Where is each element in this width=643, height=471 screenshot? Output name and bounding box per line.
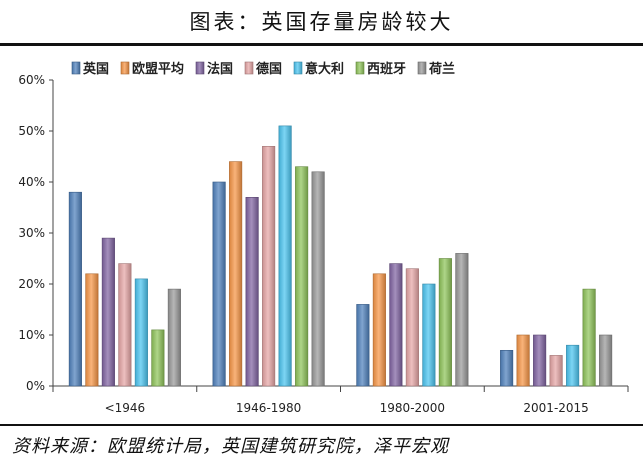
- bar: [245, 197, 259, 387]
- bar: [85, 273, 99, 387]
- title-divider: [0, 43, 643, 46]
- bar: [356, 304, 370, 387]
- bar: [278, 125, 292, 387]
- bar: [134, 278, 148, 387]
- y-tick-label: 30%: [18, 226, 45, 240]
- bar: [533, 334, 547, 387]
- bar: [516, 334, 530, 387]
- bar: [262, 146, 276, 387]
- bar: [229, 161, 243, 387]
- bar: [422, 283, 436, 387]
- x-tick-label: 1980-2000: [380, 401, 445, 415]
- x-tick-label: <1946: [105, 401, 146, 415]
- bottom-divider: [0, 424, 643, 426]
- bar: [599, 334, 613, 387]
- legend-label: 荷兰: [428, 61, 455, 77]
- x-tick-label: 2001-2015: [523, 401, 588, 415]
- y-tick-label: 60%: [18, 73, 45, 87]
- bar: [167, 288, 181, 387]
- legend-label: 西班牙: [367, 61, 406, 77]
- legend-swatch: [355, 61, 365, 75]
- legend-swatch: [195, 61, 205, 75]
- y-tick-label: 40%: [18, 175, 45, 189]
- x-tick-label: 1946-1980: [236, 401, 301, 415]
- y-tick-label: 50%: [18, 124, 45, 138]
- legend-label: 德国: [256, 61, 282, 77]
- legend-label: 欧盟平均: [132, 61, 184, 77]
- bar: [212, 181, 226, 387]
- legend-swatch: [417, 61, 427, 75]
- bar: [549, 355, 563, 387]
- legend-swatch: [120, 61, 130, 75]
- bar: [118, 263, 132, 387]
- y-tick-label: 10%: [18, 328, 45, 342]
- bar: [438, 258, 452, 387]
- bar: [295, 166, 309, 387]
- legend-swatch: [244, 61, 254, 75]
- bar-chart: 0% 10% 20% 30% 40% 50% 60% <1946 1946-1980 1980-2…: [18, 61, 629, 415]
- bar: [455, 253, 469, 387]
- bar: [389, 263, 403, 387]
- bar: [68, 191, 82, 387]
- legend-label: 法国: [207, 61, 233, 77]
- y-tick-label: 20%: [18, 277, 45, 291]
- bar: [582, 288, 596, 387]
- source-note: 资料来源：欧盟统计局，英国建筑研究院，泽平宏观: [12, 436, 449, 457]
- figure-title: 图表：英国存量房龄较大: [189, 10, 454, 34]
- bar: [566, 344, 580, 387]
- y-tick-label: 0%: [26, 379, 45, 393]
- legend-swatch: [293, 61, 303, 75]
- legend-label: 意大利: [305, 61, 344, 77]
- bar: [311, 171, 325, 387]
- bar: [500, 349, 514, 387]
- bar: [372, 273, 386, 387]
- bar: [405, 268, 419, 387]
- bar: [101, 237, 115, 387]
- bar: [151, 329, 165, 387]
- legend-label: 英国: [82, 61, 109, 77]
- legend-swatch: [71, 61, 81, 75]
